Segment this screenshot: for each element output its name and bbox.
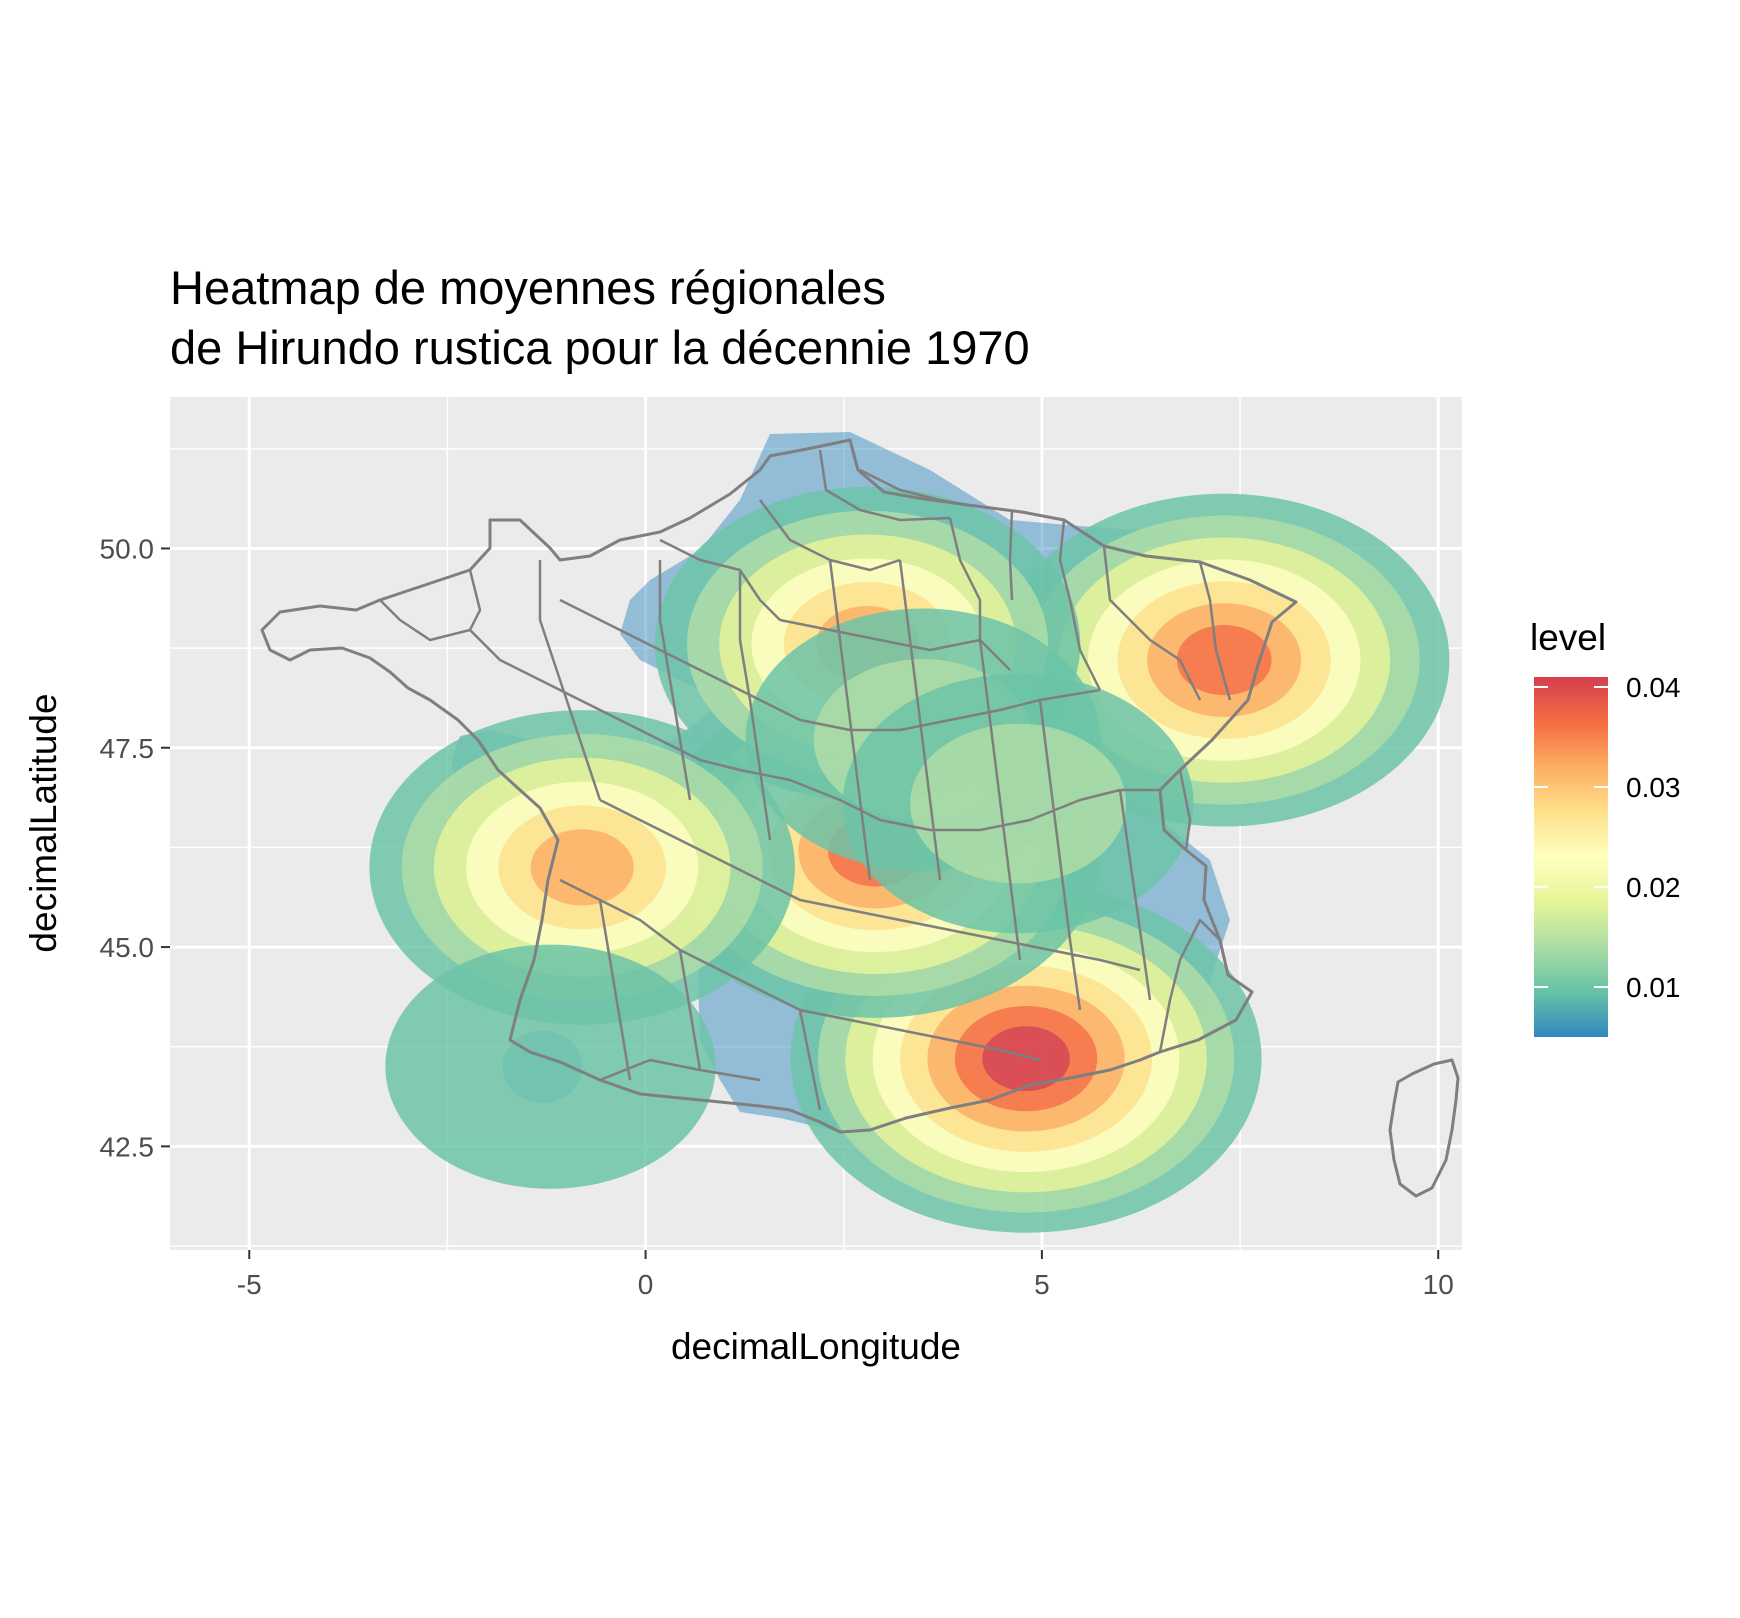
y-tick-label: 42.5 <box>100 1131 155 1162</box>
legend-colorbar <box>1534 677 1608 1037</box>
density-layer <box>369 432 1450 1233</box>
legend-tick-label: 0.03 <box>1626 772 1681 803</box>
legend-tick-label: 0.02 <box>1626 872 1681 903</box>
legend-tick-label: 0.01 <box>1626 972 1681 1003</box>
y-tick-label: 45.0 <box>100 932 155 963</box>
x-axis-title: decimalLongitude <box>671 1326 961 1367</box>
france-outline <box>260 438 1460 1198</box>
density-contour <box>982 1026 1070 1092</box>
legend-tick-label: 0.04 <box>1626 672 1681 703</box>
x-tick-label: 10 <box>1423 1269 1454 1300</box>
legend-title: level <box>1530 617 1606 658</box>
density-contour <box>910 723 1127 884</box>
chart-title-line-1: Heatmap de moyennes régionales <box>170 261 886 314</box>
axes: -5 0 5 10 42.5 45.0 47.5 50.0 <box>100 533 1454 1300</box>
y-axis-title: decimalLatitude <box>23 693 64 952</box>
legend-ticks: 0.01 0.02 0.03 0.04 <box>1534 672 1681 1003</box>
corsica-outline <box>1388 1058 1460 1198</box>
x-tick-label: 5 <box>1034 1269 1050 1300</box>
x-tick-label: 0 <box>638 1269 654 1300</box>
department-boundaries <box>379 449 1232 1111</box>
legend: level 0.01 0.02 0.03 0.04 <box>1530 617 1681 1037</box>
france-mainland-outline <box>260 438 1298 1134</box>
chart-title: Heatmap de moyennes régionales de Hirund… <box>170 258 1030 378</box>
x-tick-label: -5 <box>237 1269 262 1300</box>
y-tick-label: 47.5 <box>100 733 155 764</box>
density-contour <box>385 944 716 1189</box>
y-tick-label: 50.0 <box>100 533 155 564</box>
density-contour <box>1176 625 1272 696</box>
chart-title-line-2: de Hirundo rustica pour la décennie 1970 <box>170 321 1030 374</box>
